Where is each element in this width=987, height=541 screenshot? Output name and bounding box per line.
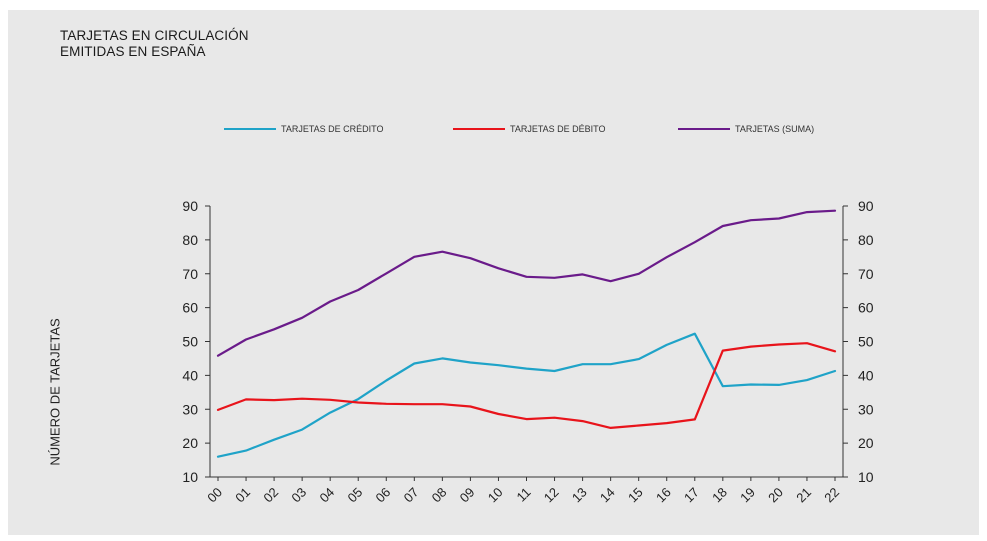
y-tick-label-left: 70 — [182, 266, 198, 282]
y-tick-label-right: 80 — [858, 232, 874, 248]
x-tick-label: 00 — [204, 485, 225, 506]
y-tick-label-right: 50 — [858, 334, 874, 350]
y-tick-label-right: 30 — [858, 401, 874, 417]
x-tick-label: 03 — [288, 485, 309, 506]
chart-title-line-1: TARJETAS EN CIRCULACIÓN — [60, 28, 249, 43]
chart-title-line-2: EMITIDAS EN ESPAÑA — [60, 44, 206, 59]
series-line-sum — [216, 209, 837, 357]
x-tick-label: 06 — [373, 485, 394, 506]
x-tick-label: 09 — [457, 485, 478, 506]
y-tick-label-right: 20 — [858, 435, 874, 451]
x-tick-label: 10 — [485, 485, 506, 506]
y-tick-label-right: 60 — [858, 300, 874, 316]
y-tick-label-left: 50 — [182, 334, 198, 350]
x-tick-label: 21 — [793, 485, 814, 506]
x-tick-label: 20 — [765, 485, 786, 506]
y-tick-label-right: 40 — [858, 367, 874, 383]
legend-item-sum: TARJETAS (SUMA) — [678, 124, 814, 134]
chart-axes — [205, 205, 848, 481]
y-tick-label-left: 60 — [182, 300, 198, 316]
chart-tick-labels: 10 10 20 20 30 30 40 40 50 50 60 60 70 70 80 80 90 90 00 01… — [182, 198, 873, 505]
legend-label-debit: TARJETAS DE DÉBITO — [510, 124, 606, 134]
series-line-debit — [216, 342, 837, 429]
y-tick-label-right: 70 — [858, 266, 874, 282]
x-tick-label: 15 — [625, 485, 646, 506]
series-line-credit — [216, 332, 837, 458]
legend-swatch-sum — [678, 128, 730, 130]
legend-swatch-debit — [453, 128, 505, 130]
x-tick-label: 17 — [681, 485, 702, 506]
y-tick-label-left: 90 — [182, 198, 198, 214]
legend-label-sum: TARJETAS (SUMA) — [735, 124, 815, 134]
legend-item-debit: TARJETAS DE DÉBITO — [453, 124, 606, 134]
x-tick-label: 13 — [569, 485, 590, 506]
y-tick-label-left: 30 — [182, 401, 198, 417]
x-tick-label: 12 — [541, 485, 562, 506]
x-tick-label: 18 — [709, 485, 730, 506]
chart-legend: TARJETAS DE CRÉDITO TARJETAS DE DÉBITO T… — [0, 124, 987, 140]
y-tick-label-right: 90 — [858, 198, 874, 214]
chart-series-lines — [216, 209, 837, 458]
x-tick-label: 01 — [232, 485, 253, 506]
x-tick-label: 22 — [821, 485, 842, 506]
y-tick-label-left: 20 — [182, 435, 198, 451]
x-tick-label: 14 — [597, 485, 618, 506]
legend-item-credit: TARJETAS DE CRÉDITO — [224, 124, 384, 134]
chart-panel — [8, 10, 979, 535]
x-tick-label: 07 — [401, 485, 422, 506]
x-tick-label: 04 — [316, 485, 337, 506]
x-tick-label: 05 — [345, 485, 366, 506]
y-tick-label-left: 80 — [182, 232, 198, 248]
legend-label-credit: TARJETAS DE CRÉDITO — [281, 124, 384, 134]
y-tick-label-right: 10 — [858, 469, 874, 485]
y-tick-label-left: 10 — [182, 469, 198, 485]
chart-title: TARJETAS EN CIRCULACIÓN EMITIDAS EN ESPA… — [60, 28, 249, 60]
legend-swatch-credit — [224, 128, 276, 130]
y-tick-label-left: 40 — [182, 367, 198, 383]
x-tick-label: 02 — [260, 485, 281, 506]
x-tick-label: 19 — [737, 485, 758, 506]
x-tick-label: 11 — [513, 485, 533, 505]
x-tick-label: 16 — [653, 485, 674, 506]
x-tick-label: 08 — [429, 485, 450, 506]
